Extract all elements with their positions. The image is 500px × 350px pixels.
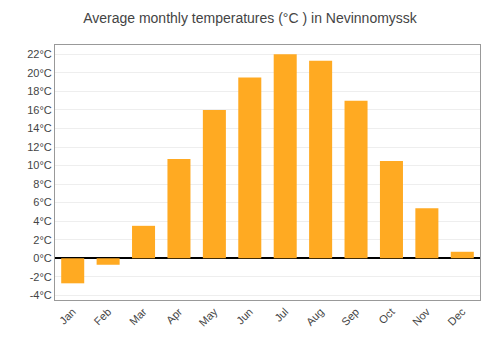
svg-text:Jun: Jun <box>234 306 255 327</box>
svg-text:4°C: 4°C <box>33 215 52 227</box>
svg-text:20°C: 20°C <box>27 67 52 79</box>
svg-text:Mar: Mar <box>127 305 149 327</box>
svg-text:May: May <box>197 305 221 329</box>
svg-text:-2°C: -2°C <box>30 271 52 283</box>
svg-text:0°C: 0°C <box>33 252 52 264</box>
svg-text:2°C: 2°C <box>33 234 52 246</box>
svg-text:Aug: Aug <box>304 306 326 328</box>
svg-text:Apr: Apr <box>164 305 185 326</box>
svg-text:Oct: Oct <box>376 306 397 327</box>
svg-text:Nov: Nov <box>410 305 433 328</box>
svg-text:12°C: 12°C <box>27 141 52 153</box>
svg-text:18°C: 18°C <box>27 85 52 97</box>
svg-text:Average monthly temperatures (: Average monthly temperatures (°C ) in Ne… <box>83 10 418 26</box>
svg-text:Feb: Feb <box>92 306 114 328</box>
svg-text:Dec: Dec <box>445 305 468 328</box>
svg-text:22°C: 22°C <box>27 48 52 60</box>
svg-text:14°C: 14°C <box>27 122 52 134</box>
svg-text:Jan: Jan <box>57 306 78 327</box>
svg-text:6°C: 6°C <box>33 196 52 208</box>
svg-text:16°C: 16°C <box>27 104 52 116</box>
svg-text:10°C: 10°C <box>27 159 52 171</box>
svg-text:-4°C: -4°C <box>30 289 52 301</box>
svg-text:8°C: 8°C <box>33 178 52 190</box>
svg-text:Jul: Jul <box>272 306 290 324</box>
svg-text:Sep: Sep <box>339 306 361 328</box>
